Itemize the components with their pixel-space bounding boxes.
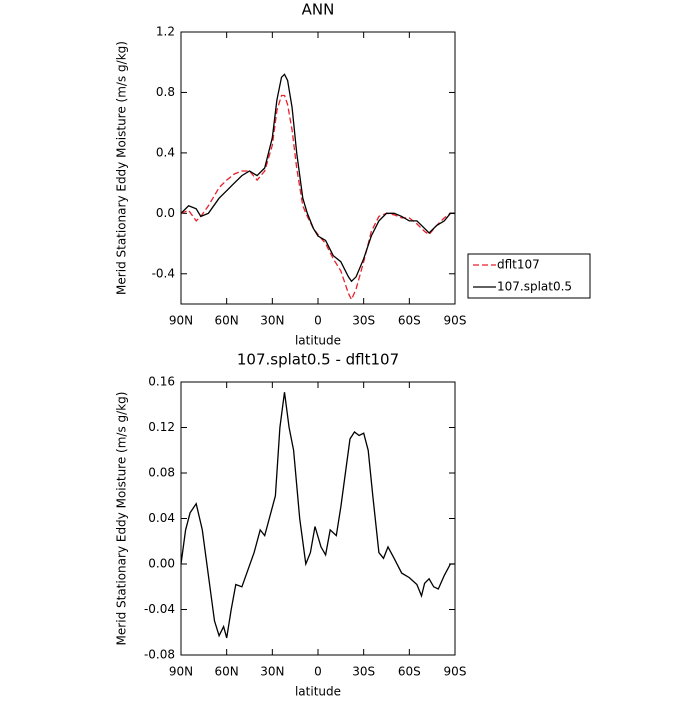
x-tick-label: 30S (352, 665, 375, 679)
x-axis-label: latitude (295, 685, 341, 699)
x-tick-label: 60N (215, 314, 239, 328)
chart-title: ANN (302, 1, 335, 19)
y-tick-label: 0.12 (148, 420, 175, 434)
x-tick-label: 90S (444, 314, 467, 328)
x-axis-label: latitude (295, 334, 341, 348)
y-tick-label: 0.0 (156, 206, 175, 220)
y-tick-label: 1.2 (156, 25, 175, 39)
data-line (180, 392, 455, 639)
x-tick-label: 60S (398, 665, 421, 679)
y-tick-label: -0.04 (144, 602, 175, 616)
legend-box (467, 253, 591, 299)
x-tick-label: 90N (169, 314, 193, 328)
y-tick-label: 0.8 (156, 85, 175, 99)
x-tick-label: 30N (260, 314, 284, 328)
y-tick-label: 0.16 (148, 375, 175, 389)
x-tick-label: 0 (314, 314, 322, 328)
x-tick-label: 0 (314, 665, 322, 679)
legend-label: dflt107 (497, 258, 540, 272)
plot-frame (180, 381, 456, 656)
y-tick-label: 0.00 (148, 557, 175, 571)
x-tick-label: 90N (169, 665, 193, 679)
plot-frame (180, 31, 456, 305)
x-tick-label: 60N (215, 665, 239, 679)
y-tick-label: -0.4 (152, 266, 175, 280)
y-axis-label: Merid Stationary Eddy Moisture (m/s g/kg… (115, 392, 129, 646)
y-axis-label: Merid Stationary Eddy Moisture (m/s g/kg… (115, 41, 129, 295)
data-line (180, 73, 455, 283)
x-tick-label: 60S (398, 314, 421, 328)
data-line (180, 94, 455, 302)
y-tick-label: 0.08 (148, 466, 175, 480)
x-tick-label: 90S (444, 665, 467, 679)
y-tick-label: -0.08 (144, 648, 175, 662)
x-tick-label: 30S (352, 314, 375, 328)
chart-title: 107.splat0.5 - dflt107 (237, 351, 399, 369)
legend-label: 107.splat0.5 (497, 280, 572, 294)
y-tick-label: 0.4 (156, 145, 175, 159)
y-tick-label: 0.04 (148, 511, 175, 525)
x-tick-label: 30N (260, 665, 284, 679)
